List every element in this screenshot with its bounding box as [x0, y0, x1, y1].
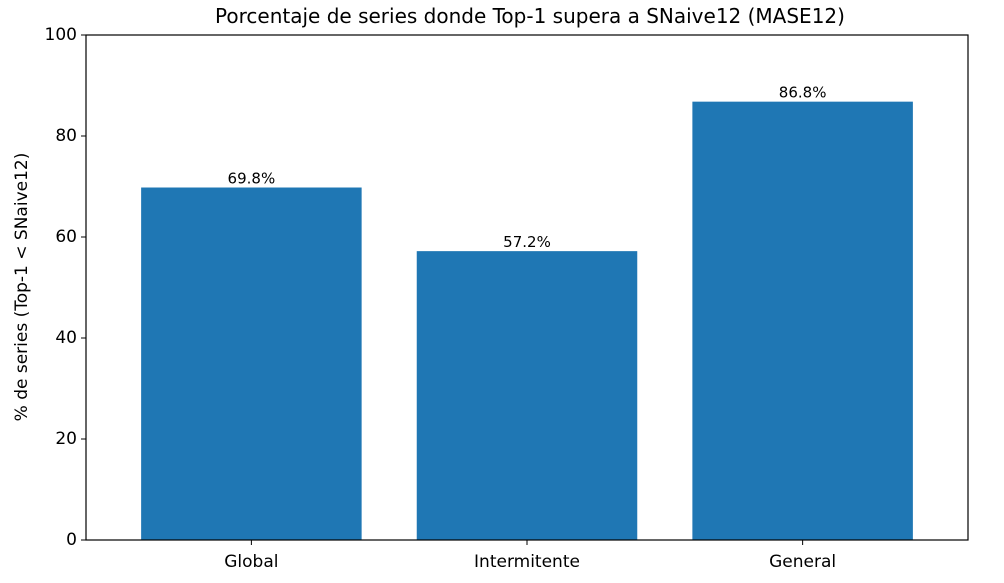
axes-frame	[85, 34, 969, 541]
y-tick-label-80: 80	[55, 126, 77, 146]
bar-global	[141, 187, 362, 540]
x-tick-label-general: General	[769, 552, 836, 572]
bar-intermitente	[416, 251, 638, 540]
y-tick-label-20: 20	[55, 429, 77, 449]
y-axis-label: % de series (Top-1 < SNaive12)	[12, 153, 32, 422]
data-label-global: 69.8%	[228, 170, 276, 188]
y-tick-label-60: 60	[55, 227, 77, 247]
data-label-intermitente: 57.2%	[503, 233, 551, 251]
chart-title: Porcentaje de series donde Top-1 supera …	[215, 4, 845, 28]
plot-area: 69.8% Global 57.2% Intermitente 86.8% General…	[45, 25, 969, 572]
y-tick-label-0: 0	[66, 530, 77, 550]
bar-general	[692, 101, 913, 540]
y-tick-label-100: 100	[45, 25, 77, 45]
x-tick-label-intermitente: Intermitente	[474, 552, 580, 572]
data-label-general: 86.8%	[779, 84, 827, 102]
y-tick-label-40: 40	[55, 328, 77, 348]
x-tick-label-global: Global	[224, 552, 278, 572]
